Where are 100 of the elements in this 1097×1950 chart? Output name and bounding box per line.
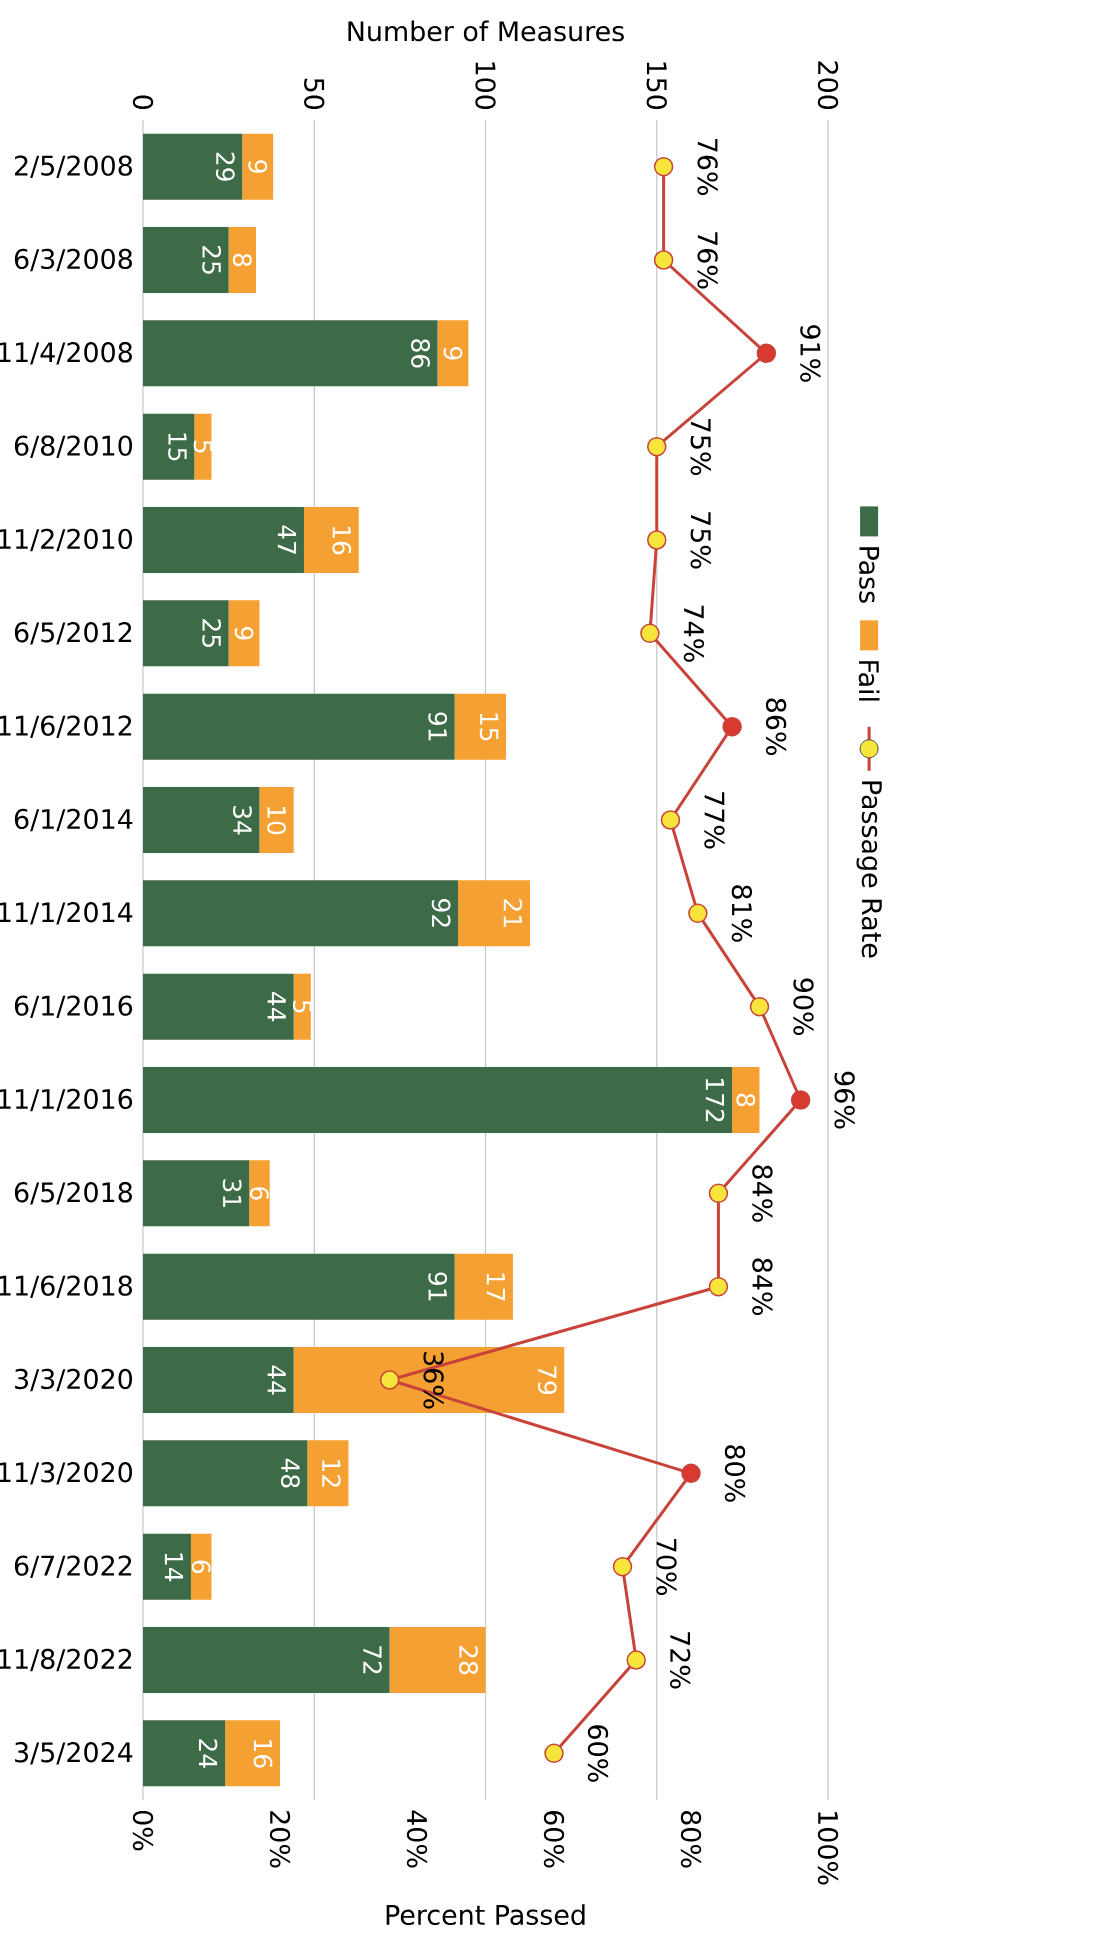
data-label: 9 — [443, 346, 463, 360]
bar — [307, 1440, 349, 1507]
data-label: 25 — [202, 619, 222, 648]
bar — [303, 507, 359, 574]
bar — [143, 1253, 455, 1320]
bar — [143, 787, 260, 854]
point — [756, 343, 777, 364]
data-label: 8 — [736, 1093, 756, 1107]
data-label: 70% — [656, 1539, 677, 1596]
x2-tick-label: 40% — [406, 1810, 428, 1868]
bar — [249, 1160, 270, 1227]
bar — [143, 1160, 250, 1227]
data-label: 12 — [322, 1460, 341, 1487]
x2-tick-label: 0% — [132, 1810, 154, 1851]
data-label: 44 — [267, 1365, 286, 1395]
point — [626, 1650, 646, 1670]
bar — [143, 973, 294, 1040]
y-tick-label: 6/8/2010 — [14, 435, 133, 458]
data-label: 75% — [690, 418, 711, 476]
bar — [143, 133, 243, 200]
point — [647, 530, 667, 550]
y-tick-label: 6/7/2022 — [14, 1555, 132, 1578]
data-label: 91 — [428, 1272, 448, 1301]
data-label: 9 — [234, 626, 254, 640]
data-label: 6 — [191, 1560, 211, 1574]
data-label: 80% — [724, 1445, 746, 1502]
point — [544, 1743, 564, 1764]
x-tick-label: 200 — [817, 61, 839, 110]
data-label: 92 — [431, 899, 451, 927]
data-label: 91% — [800, 325, 821, 382]
bar — [228, 600, 260, 667]
bar — [143, 507, 304, 574]
data-label: 21 — [503, 899, 523, 927]
data-label: 90% — [793, 978, 814, 1036]
data-label: 74% — [683, 605, 705, 662]
data-label: 29 — [215, 152, 235, 181]
bar — [732, 1067, 760, 1134]
x-tick-label: 0 — [132, 95, 154, 110]
point — [640, 623, 660, 644]
point — [790, 1090, 811, 1110]
bar — [389, 1627, 486, 1694]
point — [612, 1556, 633, 1577]
x2-tick-label: 80% — [680, 1811, 702, 1868]
data-label: 86% — [765, 698, 787, 756]
data-label: 36% — [423, 1352, 444, 1409]
data-label: 15 — [168, 433, 187, 461]
data-label: 14 — [164, 1553, 184, 1582]
bar — [143, 1533, 191, 1600]
bar — [225, 1720, 280, 1787]
y-tick-label: 6/3/2008 — [14, 248, 132, 272]
data-label: 96% — [834, 1071, 855, 1129]
data-label: 44 — [267, 992, 286, 1022]
data-label: 17 — [486, 1273, 505, 1301]
data-label: 76% — [697, 138, 718, 196]
bar — [458, 880, 531, 947]
point — [653, 156, 674, 177]
x-tick-label: 150 — [646, 62, 667, 110]
point — [660, 810, 681, 830]
data-label: 76% — [697, 232, 718, 289]
bar — [293, 1347, 565, 1414]
x2-tick-label: 100% — [817, 1812, 839, 1885]
bar — [190, 1533, 212, 1600]
data-label: 84% — [752, 1258, 773, 1316]
data-label: 28 — [459, 1646, 478, 1675]
x2-tick-label: 20% — [269, 1811, 291, 1868]
point — [379, 1370, 400, 1390]
bar — [454, 693, 507, 760]
data-label: 47 — [277, 525, 297, 554]
point — [653, 250, 674, 270]
data-label: 34 — [233, 806, 252, 835]
y-tick-label: 2/5/2008 — [14, 155, 132, 178]
data-label: 6 — [250, 1187, 269, 1200]
data-label: 9 — [248, 160, 268, 173]
point — [681, 1463, 701, 1484]
data-label: 81% — [731, 885, 753, 942]
legend-label: Pass — [859, 547, 880, 603]
bar — [143, 1347, 294, 1414]
x-axis-title: Number of Measures — [348, 20, 624, 42]
data-label: 31 — [222, 1179, 242, 1207]
bar — [143, 1067, 733, 1134]
y-tick-label: 6/5/2018 — [14, 1182, 132, 1205]
bar — [454, 1253, 513, 1320]
data-label: 86 — [411, 339, 430, 368]
data-label: 172 — [705, 1078, 725, 1122]
data-label: 5 — [193, 440, 213, 453]
bar — [143, 693, 455, 760]
data-label: 48 — [280, 1458, 300, 1488]
bar — [194, 413, 212, 480]
bar — [242, 133, 274, 200]
data-label: 79 — [537, 1366, 557, 1395]
point — [647, 436, 667, 457]
legend-label: Fail — [858, 661, 880, 701]
bar — [143, 880, 459, 947]
data-label: 72 — [363, 1646, 382, 1674]
data-label: 25 — [202, 245, 222, 274]
data-label: 72% — [670, 1632, 691, 1689]
bar — [437, 320, 469, 387]
bar — [259, 787, 294, 854]
point — [722, 716, 742, 737]
data-label: 84% — [752, 1165, 773, 1222]
